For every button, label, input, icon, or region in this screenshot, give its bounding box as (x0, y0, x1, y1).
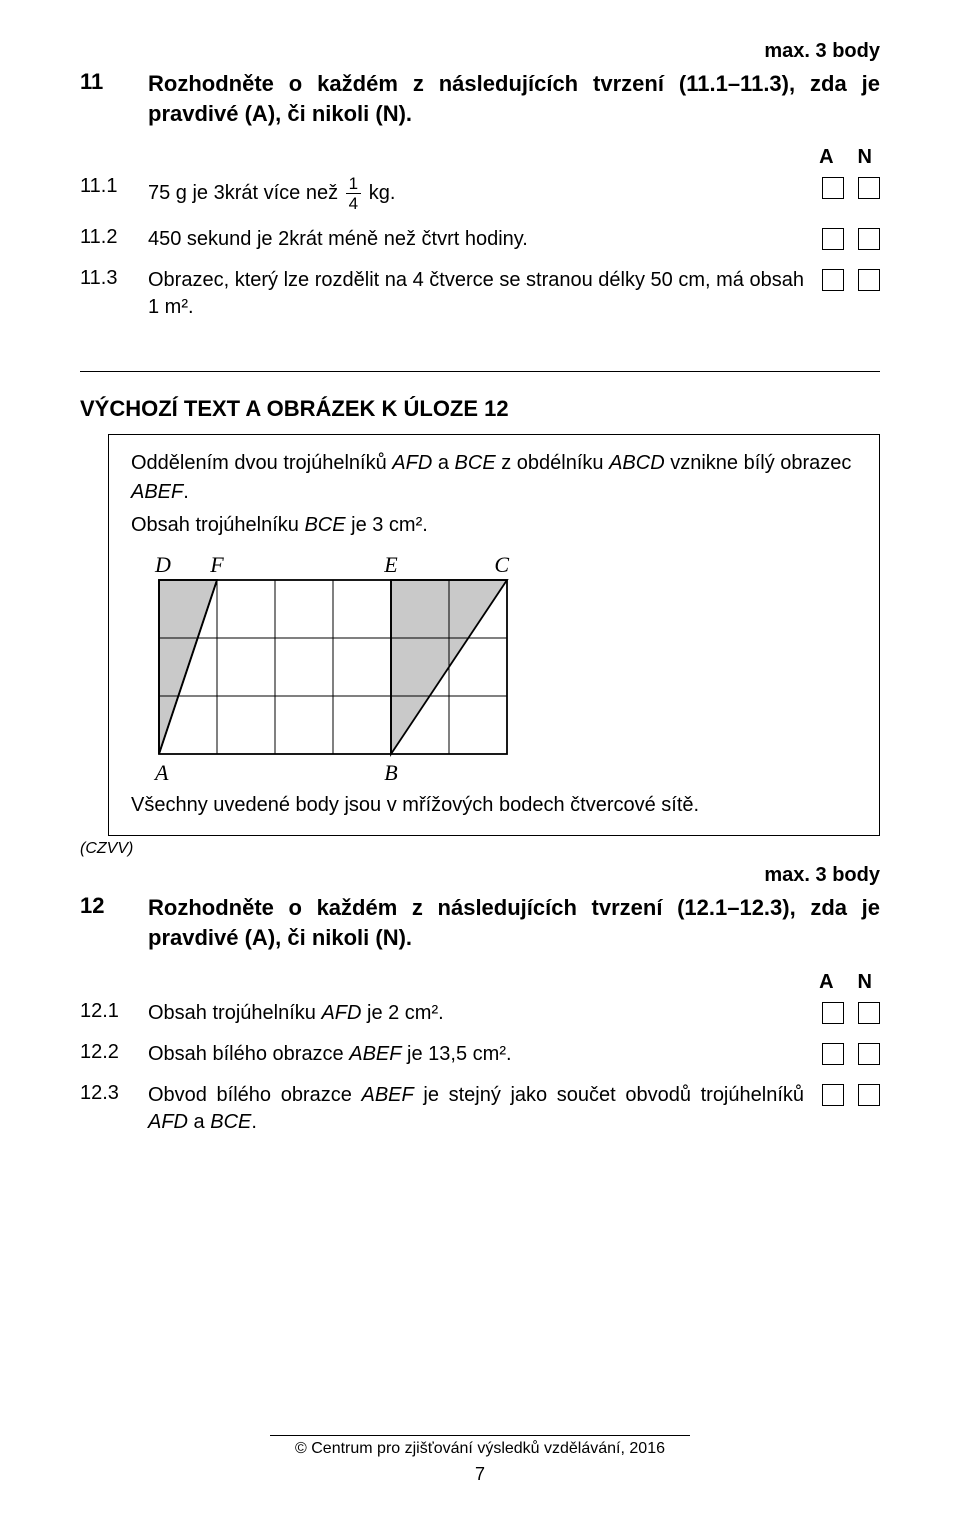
q11-2-num: 11.2 (80, 226, 130, 249)
q12-1-row: 12.1 Obsah trojúhelníku AFD je 2 cm². (80, 1000, 880, 1027)
q11-3-num: 11.3 (80, 267, 130, 290)
q12-an-header: A N (80, 971, 880, 994)
q11-1-row: 11.1 75 g je 3krát více než 14 kg. (80, 175, 880, 212)
q12-2-checks (822, 1041, 880, 1065)
q12-2-row: 12.2 Obsah bílého obrazce ABEF je 13,5 c… (80, 1041, 880, 1068)
q11-2-text: 450 sekund je 2krát méně než čtvrt hodin… (148, 226, 804, 253)
section-divider (80, 371, 880, 372)
footer-divider (270, 1435, 690, 1436)
q11-2-check-a[interactable] (822, 228, 844, 250)
q11-3-text: Obrazec, který lze rozdělit na 4 čtverce… (148, 267, 804, 321)
q12-1-checks (822, 1000, 880, 1024)
q12-3-row: 12.3 Obvod bílého obrazce ABEF je stejný… (80, 1082, 880, 1136)
q12-score: max. 3 body (80, 864, 880, 887)
q12-1-check-n[interactable] (858, 1002, 880, 1024)
page-footer: © Centrum pro zjišťování výsledků vzdělá… (0, 1435, 960, 1485)
q11-1-check-a[interactable] (822, 177, 844, 199)
q12-number: 12 (80, 893, 130, 919)
q12-2-text: Obsah bílého obrazce ABEF je 13,5 cm². (148, 1041, 804, 1068)
q12-prompt: Rozhodněte o každém z následujících tvrz… (148, 893, 880, 952)
q12-3-check-n[interactable] (858, 1084, 880, 1106)
footer-copyright: © Centrum pro zjišťování výsledků vzdělá… (0, 1440, 960, 1458)
q11-score: max. 3 body (80, 40, 880, 63)
figure-12-note: Všechny uvedené body jsou v mřížových bo… (131, 794, 857, 817)
q11-1-checks (822, 175, 880, 199)
svg-text:F: F (209, 552, 224, 577)
q11-1-text: 75 g je 3krát více než 14 kg. (148, 175, 804, 212)
q12-3-check-a[interactable] (822, 1084, 844, 1106)
q11-3-check-n[interactable] (858, 269, 880, 291)
q11-3-checks (822, 267, 880, 291)
svg-text:D: D (154, 552, 171, 577)
q11-1-num: 11.1 (80, 175, 130, 198)
svg-text:E: E (383, 552, 398, 577)
svg-text:C: C (494, 552, 509, 577)
czvv-label: (CZVV) (80, 840, 880, 858)
q11-number: 11 (80, 69, 130, 95)
figure-12: D F E C A B (131, 550, 857, 788)
q11-1-check-n[interactable] (858, 177, 880, 199)
q11-3-row: 11.3 Obrazec, který lze rozdělit na 4 čt… (80, 267, 880, 321)
q11-block: 11 Rozhodněte o každém z následujících t… (80, 69, 880, 128)
q12-2-num: 12.2 (80, 1041, 130, 1064)
q11-3-check-a[interactable] (822, 269, 844, 291)
q11-2-checks (822, 226, 880, 250)
q12-2-check-a[interactable] (822, 1043, 844, 1065)
col-a-label-2: A (819, 971, 833, 994)
q12-3-num: 12.3 (80, 1082, 130, 1105)
col-a-label: A (819, 146, 833, 169)
svg-text:A: A (153, 760, 169, 785)
figure-12-svg: D F E C A B (131, 550, 527, 788)
q12-1-text: Obsah trojúhelníku AFD je 2 cm². (148, 1000, 804, 1027)
q12-1-num: 12.1 (80, 1000, 130, 1023)
svg-text:B: B (384, 760, 397, 785)
col-n-label: N (858, 146, 872, 169)
q11-2-check-n[interactable] (858, 228, 880, 250)
q11-prompt: Rozhodněte o každém z následujících tvrz… (148, 69, 880, 128)
q11-2-row: 11.2 450 sekund je 2krát méně než čtvrt … (80, 226, 880, 253)
section12-inset: Oddělením dvou trojúhelníků AFD a BCE z … (108, 434, 880, 836)
q12-3-checks (822, 1082, 880, 1106)
footer-page-number: 7 (0, 1464, 960, 1485)
section12-intro2: Obsah trojúhelníku BCE je 3 cm². (131, 511, 857, 540)
q12-block: 12 Rozhodněte o každém z následujících t… (80, 893, 880, 952)
q12-3-text: Obvod bílého obrazce ABEF je stejný jako… (148, 1082, 804, 1136)
q12-2-check-n[interactable] (858, 1043, 880, 1065)
col-n-label-2: N (858, 971, 872, 994)
section12-intro1: Oddělením dvou trojúhelníků AFD a BCE z … (131, 449, 857, 507)
fraction-1-4: 14 (346, 175, 361, 212)
q12-1-check-a[interactable] (822, 1002, 844, 1024)
section12-title: VÝCHOZÍ TEXT A OBRÁZEK K ÚLOZE 12 (80, 396, 880, 422)
q11-an-header: A N (80, 146, 880, 169)
